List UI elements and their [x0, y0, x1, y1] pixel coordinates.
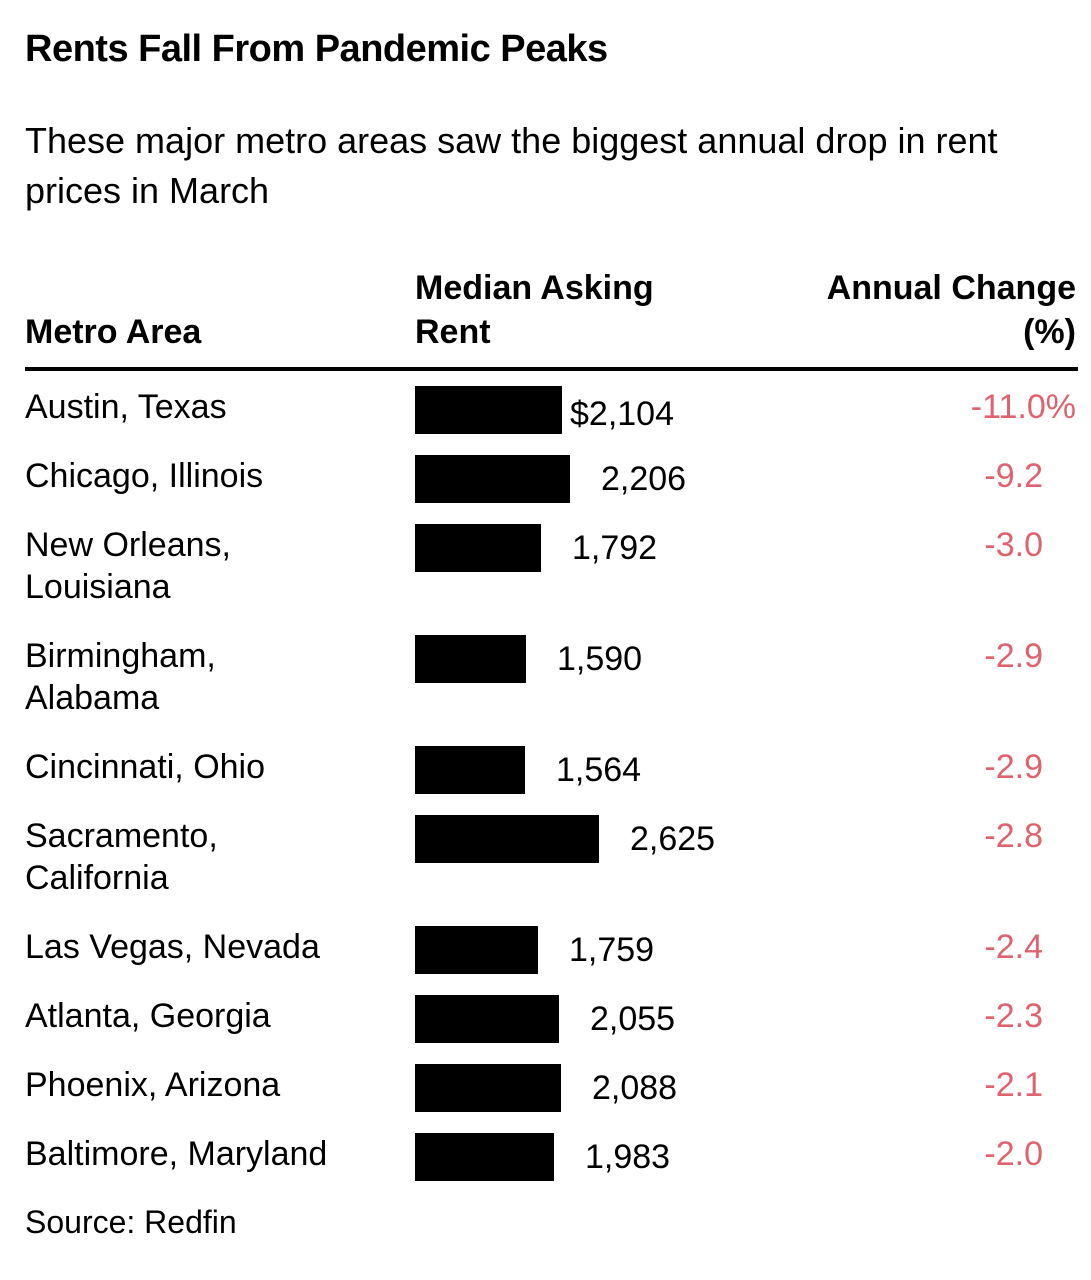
rent-value-label: 2,055 — [590, 1000, 676, 1038]
rent-value-label: 2,088 — [592, 1069, 678, 1107]
annual-change-value: -2.9 — [984, 748, 1043, 786]
annual-change-value: -2.0 — [984, 1135, 1043, 1173]
annual-change-value: -2.3 — [984, 997, 1043, 1035]
metro-name-line: Baltimore, Maryland — [25, 1135, 328, 1173]
rent-value-label: 2,625 — [630, 820, 716, 858]
rent-value-label: $2,104 — [570, 395, 674, 433]
annual-change-value: -2.8 — [984, 817, 1043, 855]
metro-name: Las Vegas, Nevada — [25, 926, 395, 968]
metro-name-line: California — [25, 859, 169, 897]
header-rent-line2: Rent — [415, 313, 491, 351]
rent-value-label: 2,206 — [601, 460, 687, 498]
metro-name-line: Las Vegas, Nevada — [25, 928, 320, 966]
metro-name-line: Atlanta, Georgia — [25, 997, 271, 1035]
metro-name: Austin, Texas — [25, 386, 395, 428]
metro-name: Chicago, Illinois — [25, 455, 395, 497]
rent-bar — [415, 746, 525, 794]
header-change-line1: Annual Change — [826, 269, 1076, 307]
header-annual-change: Annual Change (%) — [827, 266, 1076, 354]
metro-name-line: Louisiana — [25, 568, 171, 606]
rent-bar — [415, 635, 526, 683]
metro-name-line: Birmingham, — [25, 637, 216, 675]
header-metro-area: Metro Area — [25, 313, 202, 351]
metro-name: Atlanta, Georgia — [25, 995, 395, 1037]
metro-name-line: Alabama — [25, 679, 160, 717]
metro-name-line: Austin, Texas — [25, 388, 227, 426]
annual-change-value: -3.0 — [984, 526, 1043, 564]
metro-name: Phoenix, Arizona — [25, 1064, 395, 1106]
chart-subtitle: These major metro areas saw the biggest … — [25, 120, 998, 211]
source-note: Source: Redfin — [25, 1204, 237, 1240]
rent-bar — [415, 995, 559, 1043]
rent-value-label: 1,759 — [569, 931, 655, 969]
metro-name-line: Cincinnati, Ohio — [25, 748, 266, 786]
rent-value-label: 1,792 — [572, 529, 658, 567]
rent-bar — [415, 386, 562, 434]
metro-name: Birmingham, Alabama — [25, 635, 395, 719]
rent-bar — [415, 1133, 554, 1181]
metro-name: Cincinnati, Ohio — [25, 746, 395, 788]
annual-change-value: -11.0% — [970, 388, 1076, 426]
annual-change-value: -2.4 — [984, 928, 1043, 966]
metro-name: Sacramento, California — [25, 815, 395, 899]
rent-value-label: 1,590 — [557, 640, 643, 678]
header-change-line2: (%) — [1023, 313, 1076, 351]
metro-name: Baltimore, Maryland — [25, 1133, 395, 1175]
annual-change-value: -2.1 — [984, 1066, 1043, 1104]
annual-change-value: -9.2 — [984, 457, 1043, 495]
metro-name-line: Phoenix, Arizona — [25, 1066, 281, 1104]
rent-bar — [415, 524, 541, 572]
rent-value-label: 1,983 — [585, 1138, 671, 1176]
metro-name: New Orleans, Louisiana — [25, 524, 395, 608]
rent-value-label: 1,564 — [556, 751, 642, 789]
metro-name-line: Chicago, Illinois — [25, 457, 264, 495]
rent-bar — [415, 815, 599, 863]
rent-bar — [415, 926, 538, 974]
rent-bar — [415, 455, 570, 503]
annual-change-value: -2.9 — [984, 637, 1043, 675]
header-rent-line1: Median Asking — [415, 269, 654, 307]
metro-name-line: New Orleans, — [25, 526, 231, 564]
metro-name-line: Sacramento, — [25, 817, 218, 855]
chart-title: Rents Fall From Pandemic Peaks — [25, 28, 608, 70]
header-median-asking-rent: Median Asking Rent — [415, 266, 654, 354]
header-rule — [25, 367, 1078, 371]
rent-bar — [415, 1064, 561, 1112]
